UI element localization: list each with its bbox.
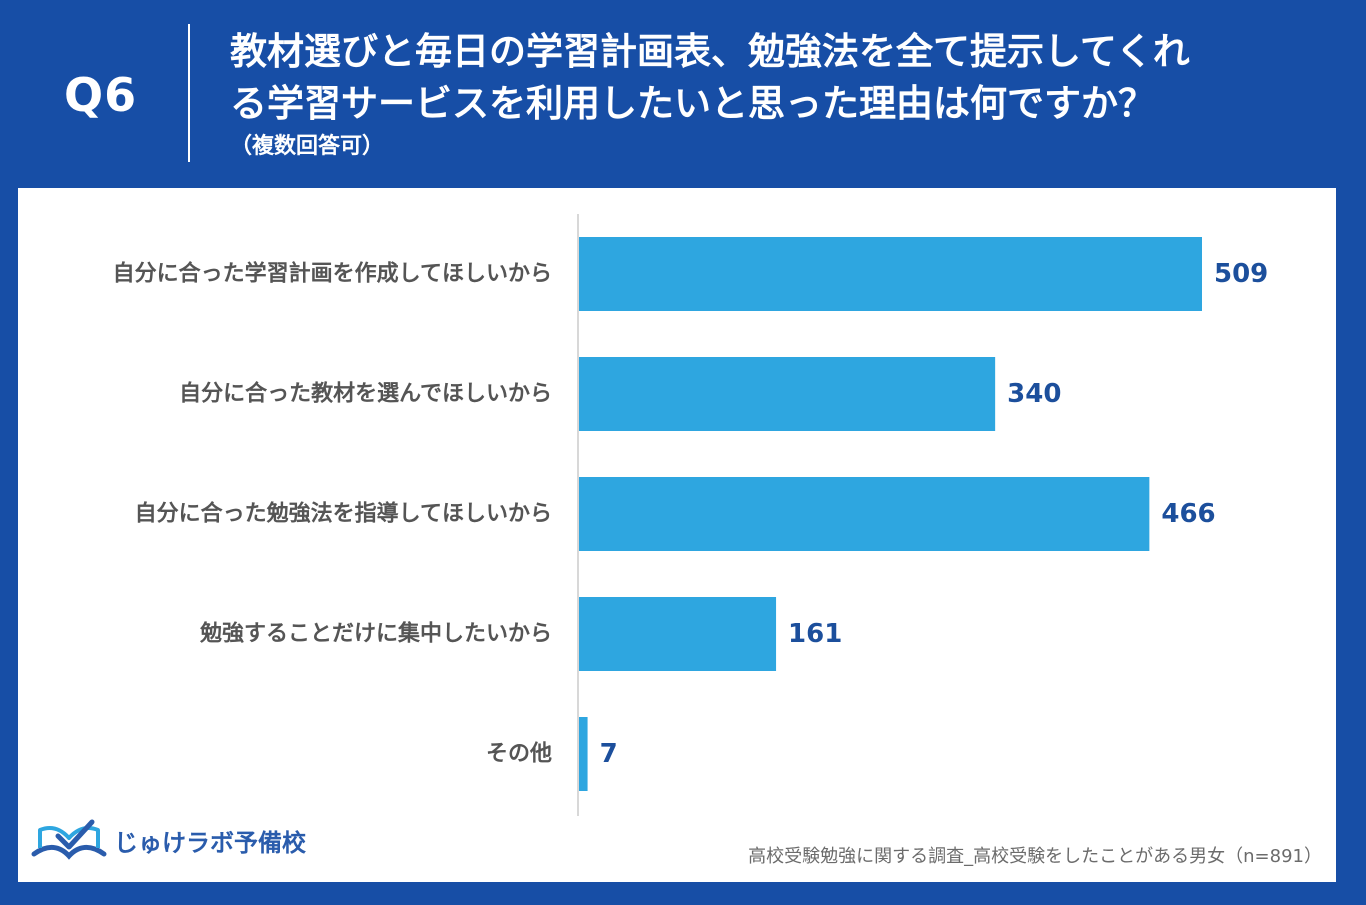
question-note: （複数回答可） xyxy=(230,134,385,159)
category-label-0: 自分に合った学習計画を作成してほしいから xyxy=(113,261,552,287)
open-book-logo-icon xyxy=(31,819,107,860)
question-title: 教材選びと毎日の学習計画表、勉強法を全て提示してくれ る学習サービスを利用したい… xyxy=(230,30,1190,125)
category-label-4: その他 xyxy=(486,742,552,767)
category-label-3: 勉強することだけに集中したいから xyxy=(199,621,552,647)
bar-1 xyxy=(579,357,996,431)
category-label-1: 自分に合った教材を選んでほしいから xyxy=(179,381,552,407)
question-header: Q6 教材選びと毎日の学習計画表、勉強法を全て提示してくれ る学習サービスを利用… xyxy=(0,0,1366,186)
chart-panel: 自分に合った学習計画を作成してほしいから 509 自分に合った教材を選んでほしいから… xyxy=(18,188,1336,882)
value-label-2: 466 xyxy=(1161,499,1215,529)
value-label-0: 509 xyxy=(1214,259,1268,289)
bar-chart: 自分に合った学習計画を作成してほしいから 509 自分に合った教材を選んでほしいから… xyxy=(113,214,1268,816)
value-label-3: 161 xyxy=(788,619,842,649)
header-divider xyxy=(188,24,190,162)
category-label-2: 自分に合った勉強法を指導してほしいから xyxy=(135,501,552,527)
question-number: Q6 xyxy=(64,68,138,122)
bar-2 xyxy=(579,477,1150,551)
value-label-4: 7 xyxy=(600,739,618,769)
bar-0 xyxy=(579,237,1202,311)
brand-logo: じゅけラボ予備校 xyxy=(30,818,306,862)
bar-3 xyxy=(579,597,777,671)
value-label-1: 340 xyxy=(1007,379,1061,409)
bar-4 xyxy=(579,717,588,791)
brand-name: じゅけラボ予備校 xyxy=(114,828,306,857)
source-note: 高校受験勉強に関する調査_高校受験をしたことがある男女（n=891） xyxy=(748,846,1322,867)
